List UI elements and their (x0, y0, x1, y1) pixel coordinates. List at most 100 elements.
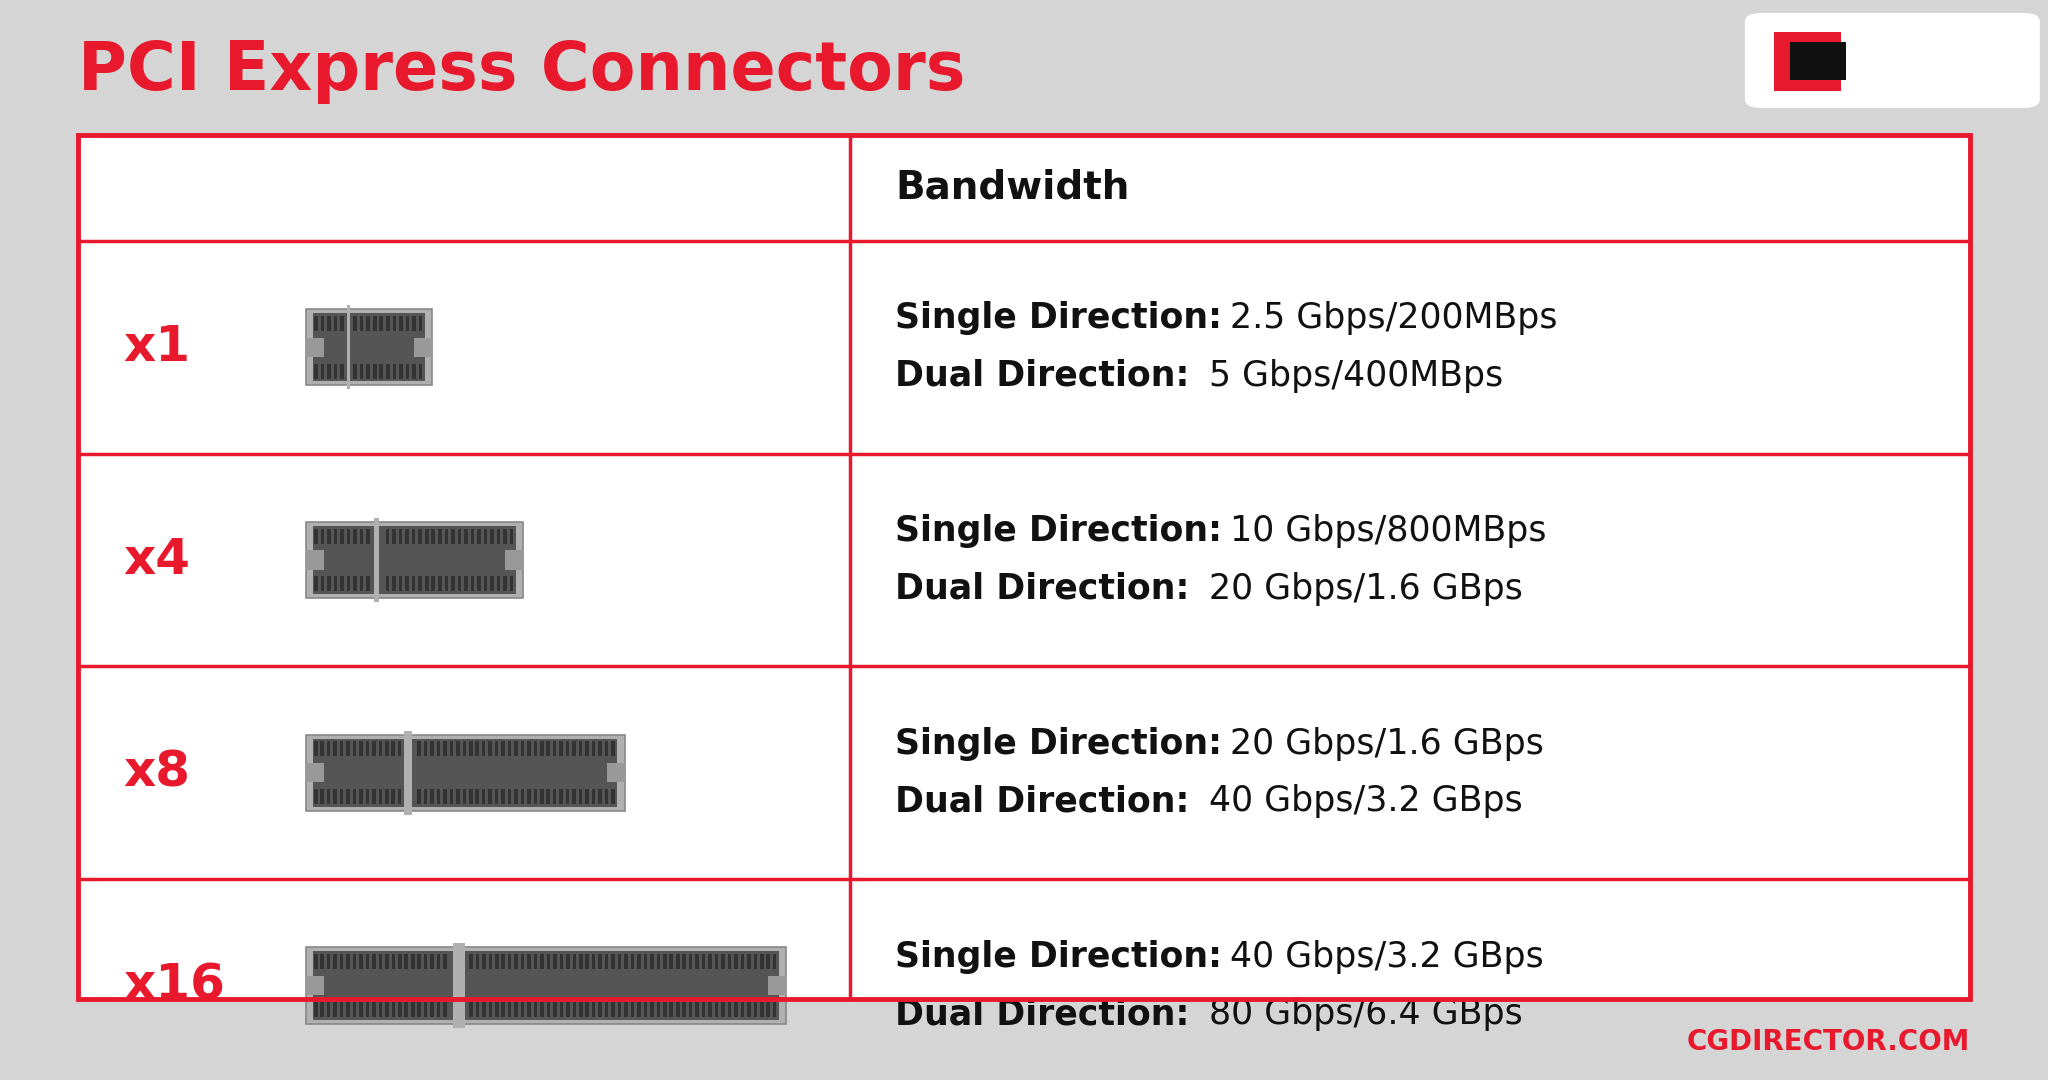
Text: x1: x1 (123, 323, 190, 372)
Text: PCI Express Connectors: PCI Express Connectors (78, 38, 965, 104)
Bar (328, 529, 330, 543)
Bar (553, 955, 557, 969)
Bar (305, 976, 324, 995)
Bar (592, 789, 596, 804)
Bar (598, 742, 602, 756)
Text: 20 Gbps/1.6 GBps: 20 Gbps/1.6 GBps (1198, 571, 1524, 606)
Bar (340, 529, 344, 543)
Bar (358, 1002, 362, 1016)
Bar (553, 1002, 557, 1016)
Bar (418, 789, 422, 804)
Bar (477, 577, 481, 591)
Bar (358, 789, 362, 804)
Bar (418, 577, 422, 591)
Bar (313, 313, 424, 381)
Bar (78, 135, 1970, 999)
Bar (399, 364, 403, 378)
Bar (373, 955, 375, 969)
Bar (319, 742, 324, 756)
Bar (412, 1002, 414, 1016)
Bar (322, 529, 324, 543)
Bar (418, 742, 422, 756)
Bar (352, 955, 356, 969)
Bar (553, 789, 557, 804)
Bar (436, 742, 440, 756)
Bar (598, 1002, 602, 1016)
Bar (319, 789, 324, 804)
Bar (463, 742, 467, 756)
Bar (465, 577, 467, 591)
Bar (535, 955, 537, 969)
Bar (391, 1002, 395, 1016)
Bar (424, 742, 428, 756)
Bar (385, 577, 389, 591)
Bar (571, 789, 575, 804)
Bar (385, 529, 389, 543)
Bar (610, 789, 614, 804)
Bar (399, 577, 403, 591)
Bar (430, 955, 434, 969)
Bar (451, 529, 455, 543)
Bar (334, 955, 338, 969)
Bar (328, 577, 330, 591)
Bar (424, 955, 428, 969)
Text: Single Direction:: Single Direction: (895, 727, 1223, 761)
Bar (412, 577, 416, 591)
Bar (618, 1002, 621, 1016)
Bar (340, 364, 344, 378)
Bar (526, 955, 530, 969)
Bar (604, 789, 608, 804)
Bar (649, 1002, 653, 1016)
Bar (535, 1002, 537, 1016)
Bar (541, 955, 545, 969)
Bar (406, 316, 410, 330)
Bar (469, 1002, 473, 1016)
Bar (535, 742, 537, 756)
Bar (328, 789, 330, 804)
Bar (506, 551, 524, 569)
Bar (489, 529, 494, 543)
Bar (643, 955, 647, 969)
Bar (367, 1002, 369, 1016)
Bar (313, 955, 317, 969)
Bar (379, 742, 383, 756)
Bar (393, 529, 395, 543)
FancyBboxPatch shape (1790, 42, 1845, 80)
Bar (391, 742, 395, 756)
Bar (352, 1002, 356, 1016)
Bar (526, 1002, 530, 1016)
Bar (514, 789, 518, 804)
Bar (430, 742, 434, 756)
Bar (379, 316, 383, 330)
Bar (768, 976, 786, 995)
Bar (520, 955, 524, 969)
Bar (328, 955, 330, 969)
Bar (334, 364, 338, 378)
Bar (414, 338, 432, 356)
Bar (379, 364, 383, 378)
Bar (305, 764, 324, 782)
Bar (412, 955, 414, 969)
Text: Bandwidth: Bandwidth (895, 168, 1128, 207)
Bar (373, 789, 375, 804)
Bar (709, 1002, 713, 1016)
Bar (457, 789, 459, 804)
Text: CGDIRECTOR.COM: CGDIRECTOR.COM (1688, 1028, 1970, 1056)
Text: 20 Gbps/1.6 GBps: 20 Gbps/1.6 GBps (1219, 727, 1544, 761)
Bar (334, 1002, 338, 1016)
Bar (385, 316, 389, 330)
Text: Single Direction:: Single Direction: (895, 940, 1223, 974)
Bar (496, 1002, 498, 1016)
Bar (373, 316, 377, 330)
Bar (334, 316, 338, 330)
Bar (340, 577, 344, 591)
Bar (502, 955, 506, 969)
Bar (334, 789, 338, 804)
Bar (481, 1002, 485, 1016)
Bar (305, 551, 324, 569)
Text: Dual Direction:: Dual Direction: (895, 571, 1190, 606)
Bar (340, 742, 344, 756)
Bar (358, 742, 362, 756)
Bar (547, 742, 551, 756)
Bar (487, 789, 492, 804)
